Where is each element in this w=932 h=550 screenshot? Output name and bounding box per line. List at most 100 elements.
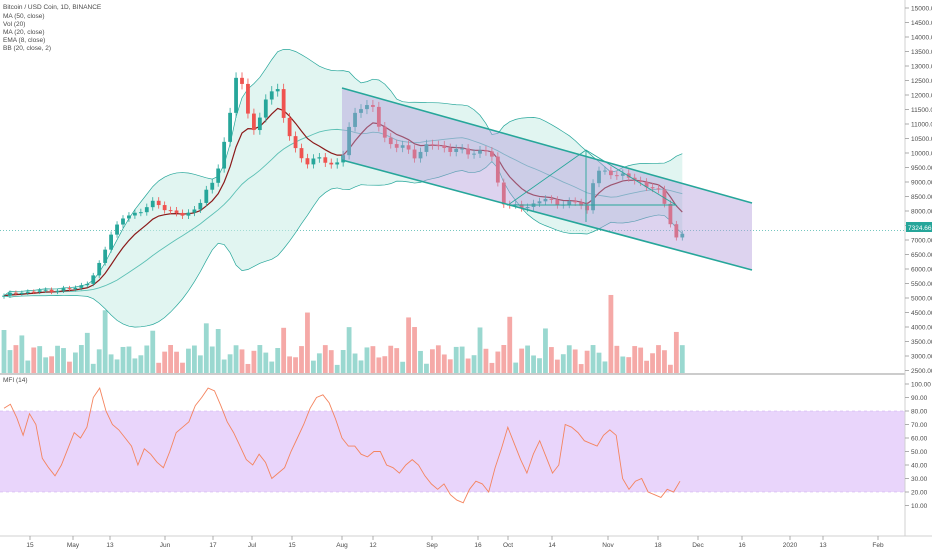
candle-body	[91, 275, 96, 284]
time-tick-label: Aug	[336, 542, 348, 549]
candle-body	[25, 291, 30, 293]
price-tick-label: 8000.00	[911, 208, 932, 215]
volume-bar	[430, 349, 435, 373]
candle-body	[186, 212, 191, 216]
time-tick-label: 12	[369, 542, 377, 549]
price-tick-label: 11500.00	[911, 107, 932, 114]
candle-body	[85, 283, 90, 286]
candle-body	[412, 149, 417, 159]
volume-bar	[162, 351, 168, 373]
candle-body	[603, 170, 607, 172]
volume-bar	[299, 346, 304, 373]
candle-body	[8, 292, 12, 296]
volume-bar	[554, 359, 560, 373]
price-tick-label: 14000.00	[911, 34, 932, 41]
price-tick-label: 10000.00	[911, 150, 932, 157]
time-tick-label: Feb	[872, 542, 884, 549]
candle-body	[43, 289, 48, 291]
volume-bar	[358, 360, 364, 373]
candle-body	[341, 155, 346, 163]
mfi-label[interactable]: MFI (14)	[3, 377, 28, 384]
indicator-ma20[interactable]: MA (20, close)	[3, 29, 45, 36]
volume-bar	[43, 357, 49, 373]
indicator-bb[interactable]: BB (20, close, 2)	[3, 45, 51, 52]
candle-body	[400, 145, 405, 148]
mfi-tick-label: 100.00	[911, 381, 931, 388]
price-candles[interactable]	[2, 72, 685, 299]
volume-bar	[305, 312, 310, 373]
candle-body	[121, 218, 125, 225]
volume-bars	[1, 294, 685, 373]
volume-bar	[537, 358, 542, 373]
symbol-title[interactable]: Bitcoin / USD Coin, 1D, BINANCE	[3, 4, 102, 11]
candle-body	[144, 207, 149, 213]
price-tick-label: 6000.00	[911, 266, 932, 273]
candle-body	[192, 209, 197, 213]
candle-body	[460, 148, 465, 150]
volume-bar	[114, 359, 120, 373]
volume-bar	[626, 357, 632, 373]
volume-bar	[453, 346, 459, 373]
time-axis[interactable]: 15 May 13 Jun 17 Jul 15 Aug 12 Sep 16 Oct 14 Nov 18 Dec…	[26, 536, 884, 549]
volume-bar	[144, 345, 150, 373]
volume-bar	[501, 345, 507, 373]
candle-body	[549, 198, 554, 200]
mfi-axis[interactable]: 100.00 90.00 80.00 70.00 60.00 50.00 40.00 30.0…	[905, 381, 931, 510]
volume-bar	[221, 359, 227, 373]
volume-bar	[483, 348, 489, 373]
volume-bar	[203, 323, 209, 373]
volume-bar	[31, 347, 37, 373]
time-axis-background	[0, 537, 932, 550]
candle-body	[430, 144, 435, 146]
bollinger-upper	[3, 48, 683, 296]
price-axis[interactable]: 15000.00 14500.00 14000.00 13500.00 13000.00…	[905, 5, 932, 375]
channel-drawings[interactable]	[341, 87, 753, 271]
time-tick-label: Jun	[160, 542, 171, 549]
time-tick-label: 17	[209, 542, 217, 549]
candle-body	[115, 224, 119, 235]
volume-bar	[293, 357, 298, 373]
price-tick-label: 15000.00	[911, 5, 932, 12]
candle-body	[632, 177, 637, 181]
indicator-ma50[interactable]: MA (50, close)	[3, 13, 45, 20]
candle-body	[150, 200, 155, 208]
mfi-tick-label: 30.00	[911, 476, 928, 483]
volume-bar	[84, 332, 90, 373]
volume-bar	[340, 350, 346, 373]
candle-body	[376, 106, 381, 127]
volume-bar	[656, 345, 661, 373]
price-tick-label: 14500.00	[911, 20, 932, 27]
candle-body	[174, 210, 179, 213]
volume-bar	[67, 361, 72, 373]
candle-body	[484, 150, 488, 152]
indicator-ema8[interactable]: EMA (8, close)	[3, 37, 45, 44]
candle-body	[424, 144, 429, 152]
volume-bar	[489, 362, 495, 373]
volume-bar	[620, 356, 626, 373]
volume-bar	[269, 361, 275, 373]
volume-bar	[662, 350, 667, 373]
time-tick-label: 18	[654, 542, 662, 549]
candle-body	[168, 210, 173, 212]
candle-body	[418, 151, 423, 159]
candle-body	[246, 83, 250, 114]
indicator-vol[interactable]: Vol (20)	[3, 21, 25, 28]
candle-body	[257, 117, 262, 131]
volume-bar	[263, 352, 269, 373]
candle-body	[620, 173, 625, 176]
legend[interactable]: Bitcoin / USD Coin, 1D, BINANCE MA (50, …	[3, 4, 102, 52]
mfi-tick-label: 80.00	[911, 408, 928, 415]
volume-bar	[322, 345, 328, 373]
volume-bar	[566, 345, 572, 373]
candle-body	[210, 182, 215, 190]
volume-bar	[668, 364, 673, 373]
volume-bar	[1, 330, 7, 373]
volume-bar	[572, 349, 578, 373]
volume-bar	[400, 361, 406, 373]
candle-body	[573, 200, 578, 203]
candle-body	[228, 112, 232, 142]
candle-body	[281, 89, 286, 118]
candle-body	[305, 158, 310, 165]
candle-body	[382, 126, 387, 138]
